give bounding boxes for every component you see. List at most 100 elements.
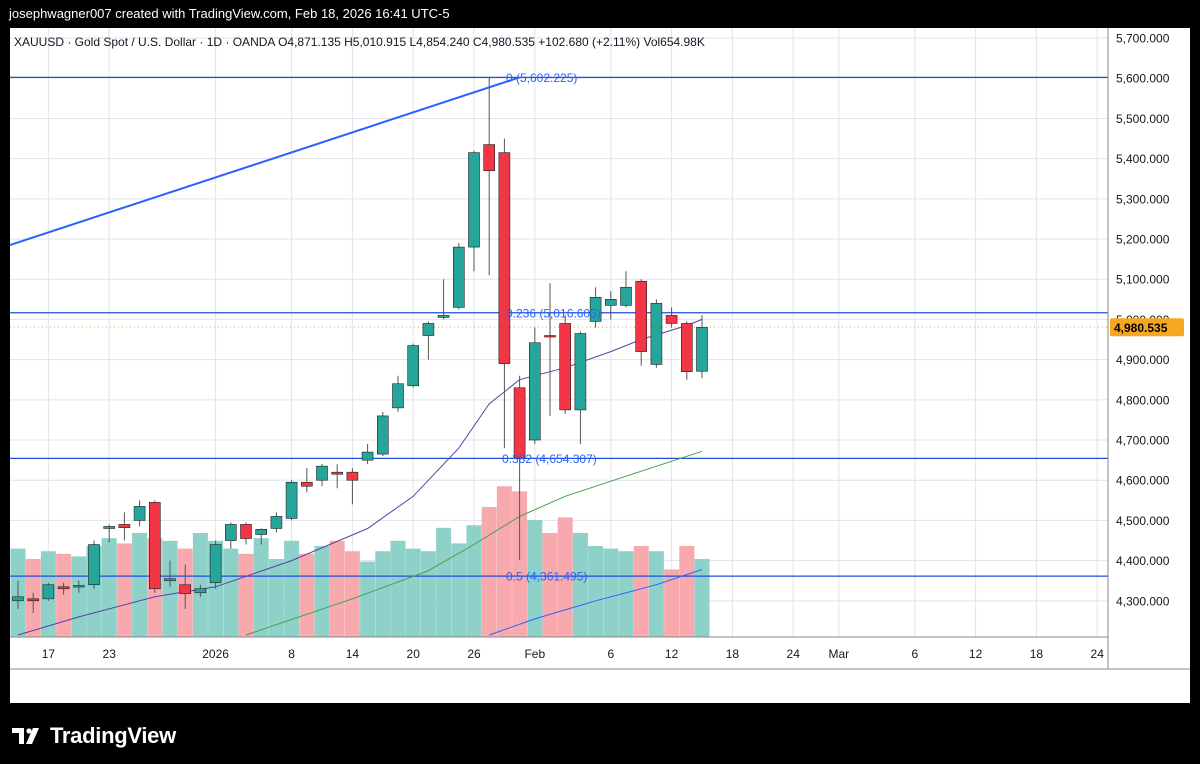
- volume-bar: [420, 551, 436, 637]
- price-tick-label: 5,300.000: [1116, 192, 1170, 206]
- candle: [361, 444, 374, 465]
- candle-body: [12, 596, 24, 602]
- candle: [452, 243, 465, 310]
- volume-bar: [436, 527, 452, 637]
- volume-bar: [527, 520, 543, 637]
- candle-body: [437, 315, 450, 318]
- volume-bar: [56, 553, 72, 637]
- candle: [179, 564, 191, 609]
- candle: [650, 299, 663, 368]
- candle-body: [300, 481, 313, 487]
- candle: [468, 150, 480, 272]
- candle: [27, 592, 40, 613]
- time-tick-label: 2026: [202, 647, 229, 661]
- moving-averages: [17, 318, 703, 636]
- volume-bar: [132, 533, 148, 637]
- candle-body: [179, 584, 191, 594]
- candle: [513, 375, 526, 560]
- last-price-badge: [1110, 318, 1184, 337]
- volume-bar: [223, 548, 239, 637]
- volume-bar: [481, 507, 497, 637]
- time-tick-label: 17: [42, 647, 56, 661]
- candle-body: [604, 299, 617, 306]
- candle: [12, 580, 24, 609]
- volume-bars: [10, 486, 710, 637]
- tradingview-logo[interactable]: TradingView: [12, 723, 176, 749]
- fibonacci-labels: 0 (5,602.225) 0.236 (5,016.603) 0.382 (4,6…: [502, 71, 601, 584]
- volume-bar: [253, 538, 269, 637]
- time-tick-label: 18: [726, 647, 740, 661]
- fib-label: 0.5 (4,361.495): [506, 570, 587, 584]
- price-tick-label: 4,500.000: [1116, 514, 1170, 528]
- volume-bar: [360, 561, 376, 637]
- candle: [300, 468, 313, 493]
- candle-body: [544, 335, 556, 338]
- axes: 4,300.000 4,400.000 4,500.000 4,600.000 4,70…: [10, 28, 1190, 670]
- volume-bar: [633, 546, 649, 637]
- moving-average-ma_mid: [245, 450, 703, 636]
- candle-body: [468, 152, 480, 248]
- candle-body: [270, 516, 283, 529]
- volume-bar: [101, 538, 117, 637]
- trend-line: [10, 76, 520, 247]
- candle-body: [57, 586, 70, 590]
- time-tick-label: 24: [787, 647, 801, 661]
- volume-bar: [314, 546, 330, 637]
- symbol-legend: XAUUSD · Gold Spot / U.S. Dollar · 1D · …: [14, 35, 705, 49]
- candle-body: [316, 465, 328, 481]
- candle-body: [680, 323, 693, 372]
- candle: [528, 327, 541, 445]
- price-tick-label: 5,600.000: [1116, 72, 1170, 86]
- candle: [316, 464, 328, 487]
- volume-bar: [588, 546, 604, 637]
- candle: [88, 540, 100, 589]
- candle: [483, 77, 496, 276]
- candle-body: [483, 144, 496, 172]
- candle-body: [620, 286, 632, 306]
- candle-body: [27, 598, 40, 602]
- time-tick-label: 12: [969, 647, 983, 661]
- volume-bar: [405, 548, 421, 637]
- time-tick-label: 20: [407, 647, 421, 661]
- candle-body: [574, 333, 587, 411]
- candle: [559, 315, 572, 414]
- tradingview-logo-icon: [12, 728, 39, 744]
- candle-body: [103, 526, 115, 529]
- volume-bar: [116, 543, 132, 637]
- price-tick-label: 4,300.000: [1116, 594, 1170, 608]
- tradingview-logo-text: TradingView: [50, 723, 176, 748]
- candle: [118, 512, 131, 541]
- time-tick-label: 12: [665, 647, 679, 661]
- candle-body: [164, 578, 176, 582]
- candle-body: [696, 326, 708, 372]
- volume-bar: [466, 525, 482, 637]
- volume-bar: [71, 556, 87, 637]
- candle-body: [88, 544, 100, 586]
- candle: [285, 480, 298, 521]
- time-tick-label: 14: [346, 647, 360, 661]
- candle: [42, 582, 55, 601]
- time-tick-label: 23: [103, 647, 117, 661]
- candle: [255, 528, 267, 545]
- time-tick-label: Feb: [524, 647, 545, 661]
- fib-label: 0 (5,602.225): [506, 71, 577, 85]
- volume-bar: [512, 491, 528, 637]
- volume-bar: [679, 546, 695, 637]
- chart-area[interactable]: 0 (5,602.225) 0.236 (5,016.603) 0.382 (4,6…: [10, 28, 1190, 703]
- candle: [72, 580, 85, 593]
- candle-body: [194, 588, 207, 594]
- volume-bar: [344, 551, 360, 637]
- time-tick-label: 18: [1030, 647, 1044, 661]
- candle: [331, 464, 344, 489]
- volume-bar: [664, 569, 680, 637]
- price-tick-label: 4,800.000: [1116, 393, 1170, 407]
- fib-label: 0.382 (4,654.307): [502, 452, 597, 466]
- price-chart[interactable]: 0 (5,602.225) 0.236 (5,016.603) 0.382 (4,6…: [10, 28, 1190, 703]
- candle: [604, 291, 617, 320]
- candle: [620, 271, 632, 308]
- candle-body: [452, 246, 465, 308]
- candle: [574, 331, 587, 445]
- candle-body: [42, 584, 55, 600]
- price-tick-label: 4,900.000: [1116, 353, 1170, 367]
- candle: [194, 584, 207, 597]
